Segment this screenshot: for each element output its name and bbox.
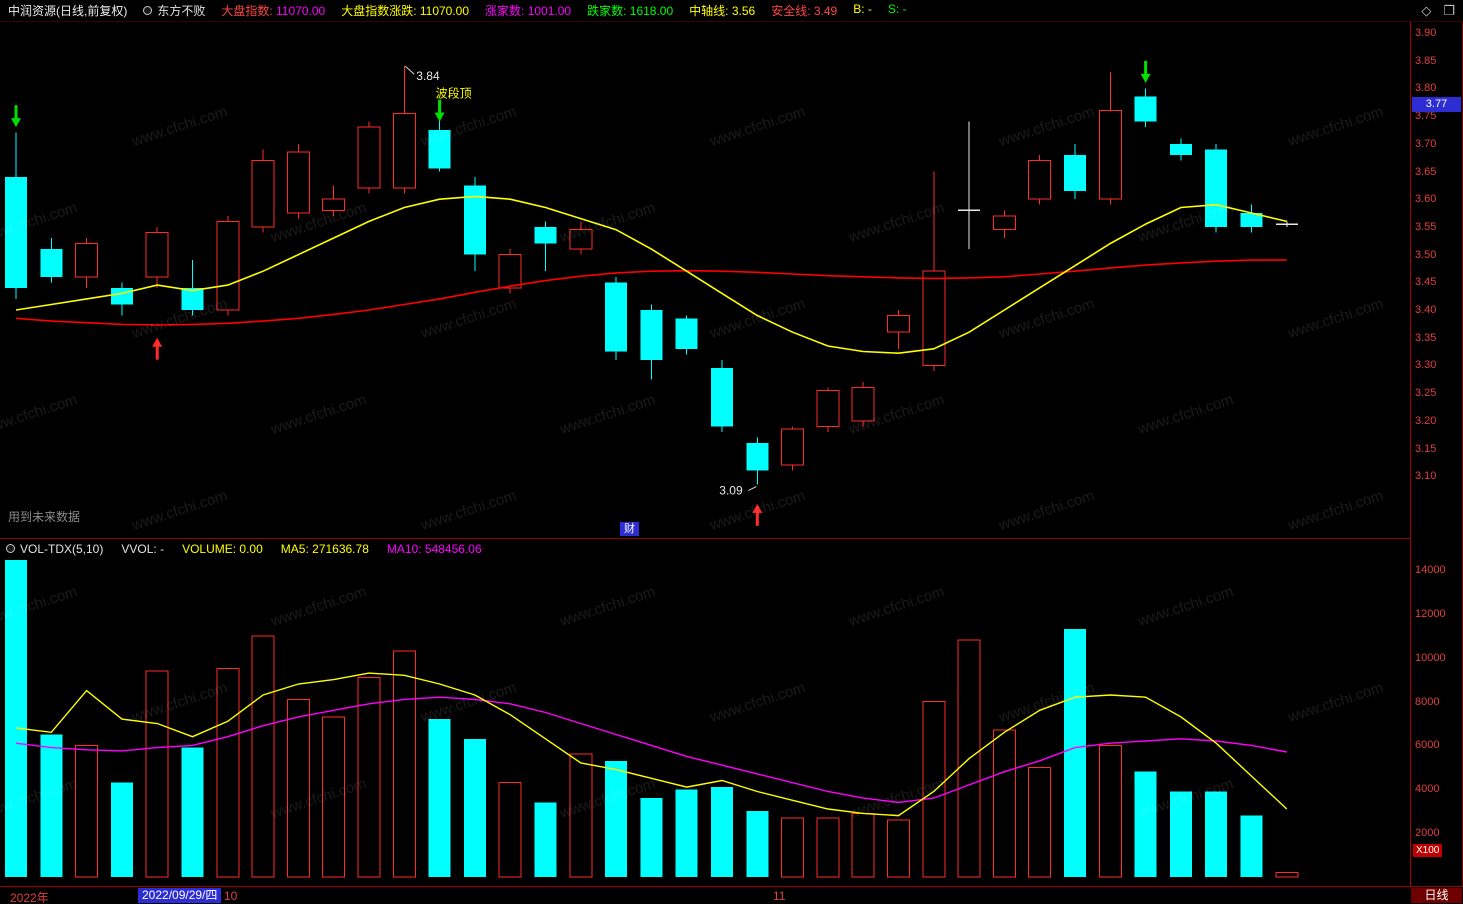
stock-title: 中润资源(日线,前复权) [8,4,128,18]
price-tick-label: 3.20 [1415,414,1437,427]
ma5-label: MA5: [280,541,309,556]
header-stat: B: - [853,2,872,16]
price-tick-label: 3.10 [1415,470,1437,483]
main-chart-panel: 波段顶 3.84 3.09 用到未来数据 财 [0,22,1410,539]
year-label: 2022年 [10,891,49,904]
price-tick-label: 3.35 [1415,331,1437,344]
main-indicator-selector[interactable]: 东方不败 [143,2,205,19]
price-tick-label: 3.85 [1415,54,1437,67]
price-tick-label: 3.25 [1415,387,1437,400]
vol-ma10-line [15,696,1287,804]
panes-icon[interactable]: ❐ [1443,2,1455,18]
volume-value: 0.00 [239,541,263,556]
volume-label: VOLUME: [182,541,237,556]
right-axis-column: 3.77 X100 3.90 3.85 3.80 3.75 3.70 3.65 3.60 3.… [1410,22,1463,886]
ma10-readout: MA10: 548456.06 [387,542,482,556]
svg-text:3.09: 3.09 [719,484,743,498]
price-tick-label: 3.75 [1415,110,1437,123]
ma10-value: 548456.06 [424,541,482,556]
price-tick-label: 3.45 [1415,276,1437,289]
diamond-icon[interactable]: ◇ [1421,2,1432,18]
vvol-readout: VVOL: - [121,542,164,556]
header-stat: 跌家数: 1618.00 [587,4,674,18]
header-stats: 大盘指数: 11070.00 大盘指数涨跌: 11070.00 涨家数: 1001.… [221,2,906,19]
header-stat: 大盘指数: 11070.00 [221,4,326,18]
vvol-label: VVOL: [121,541,157,556]
main-indicator-name: 东方不败 [157,4,206,18]
volume-indicator-name: VOL-TDX(5,10) [20,541,104,556]
volume-readout: VOLUME: 0.00 [182,542,263,556]
price-tick-label: 3.60 [1415,193,1437,206]
volume-tick-label: 10000 [1415,651,1446,664]
ma-safe-line [15,259,1287,326]
price-tick-label: 3.70 [1415,137,1437,150]
last-price-badge: 3.77 [1412,97,1461,112]
volume-tick-label: 4000 [1415,783,1440,796]
price-tick-label: 3.55 [1415,220,1437,233]
vol-ma5-line [15,672,1288,817]
header-stat: 大盘指数涨跌: 11070.00 [341,4,470,18]
price-tick-label: 3.40 [1415,304,1437,316]
volume-indicator-selector[interactable]: VOL-TDX(5,10) [6,542,103,556]
period-selector[interactable]: 日线 [1411,888,1462,903]
volume-indicator-header: VOL-TDX(5,10) VVOL: - VOLUME: 0.00 MA5: … [0,539,1410,558]
header-stat: 安全线: 3.49 [771,4,838,18]
ma10-label: MA10: [386,541,422,556]
price-tick-label: 3.80 [1415,82,1437,95]
price-tick-label: 3.90 [1415,27,1437,39]
volume-chart-canvas[interactable] [0,558,1410,886]
band-top-label: 波段顶 [436,86,472,101]
title-bar: 中润资源(日线,前复权) 东方不败 大盘指数: 11070.00 大盘指数涨跌: … [0,0,1463,22]
signal-markers: 波段顶 [11,60,1151,526]
ma-mid-line [15,195,1287,355]
volume-bars-layer [5,560,1299,878]
cursor-date-badge: 2022/09/29/四 [138,888,222,903]
header-stat: S: - [887,2,907,16]
volume-tick-label: 6000 [1415,739,1440,752]
price-tick-label: 3.50 [1415,248,1437,261]
price-annotations: 3.84 3.09 [404,65,757,498]
volume-tick-label: 8000 [1415,695,1440,708]
vvol-value: - [160,541,165,556]
cai-marker-badge: 财 [620,522,639,536]
header-stat: 涨家数: 1001.00 [485,4,572,18]
main-chart-canvas[interactable]: 波段顶 3.84 3.09 [0,22,1410,538]
window-icons: ◇ ❐ [1421,3,1455,19]
indicator-dot-icon [6,544,15,553]
candles-layer [5,66,1298,485]
volume-unit-label: X100 [1413,844,1443,857]
volume-chart-panel [0,558,1410,886]
ma5-readout: MA5: 271636.78 [281,542,369,556]
indicator-dot-icon [143,6,153,15]
price-tick-label: 3.65 [1415,165,1437,178]
month-label: 10 [224,889,238,903]
header-stat: 中轴线: 3.56 [689,4,756,18]
volume-tick-label: 14000 [1415,564,1446,576]
svg-text:3.84: 3.84 [416,69,440,83]
month-label: 11 [773,889,786,903]
volume-tick-label: 12000 [1415,607,1446,620]
future-data-note: 用到未来数据 [8,510,81,524]
price-tick-label: 3.30 [1415,359,1437,372]
ma5-value: 271636.78 [312,541,369,556]
volume-tick-label: 2000 [1415,827,1440,840]
time-axis-bar: 2022年 2022/09/29/四 10 11 日线 [0,886,1463,904]
price-tick-label: 3.15 [1415,442,1437,455]
